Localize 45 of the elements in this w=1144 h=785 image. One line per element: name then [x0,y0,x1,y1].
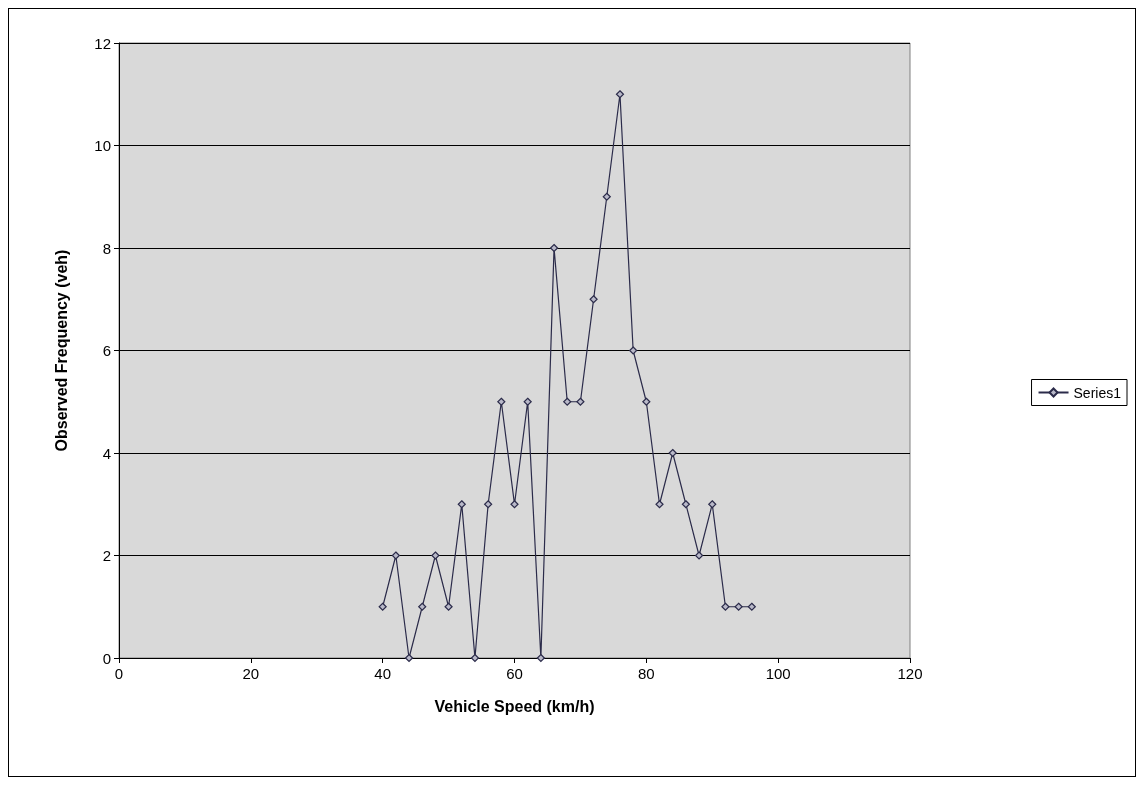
point [523,397,532,406]
point [484,500,493,509]
legend-label: Series1 [1073,384,1122,401]
point [563,397,572,406]
point [510,500,519,509]
y-tick-label: 12 [94,34,111,52]
x-tick-label: 60 [506,665,523,682]
y-tick-label: 2 [102,547,111,564]
point [629,346,638,355]
point [734,602,743,611]
x-tick-label: 40 [374,665,392,682]
point [681,500,690,509]
point [655,500,664,509]
point [615,90,625,99]
point [602,192,611,201]
point [642,397,651,406]
point [576,397,585,406]
point [404,653,414,663]
x-tick-label: 120 [897,665,923,682]
x-tick-label: 100 [765,665,791,682]
x-tick-label: 20 [242,665,260,682]
y-tick-label: 8 [102,239,111,257]
x-tick-label: 80 [637,665,655,682]
point [457,500,466,509]
x-tick-label: 0 [114,665,124,682]
point [431,551,440,560]
point [668,448,677,458]
point [418,602,427,611]
point [549,243,559,253]
y-tick-label: 0 [102,649,111,667]
point [536,653,545,663]
point [721,602,730,611]
point [589,295,598,304]
y-tick-label: 4 [102,444,111,462]
point [747,602,756,611]
point [708,500,717,509]
point [391,551,400,560]
y-tick-label: 6 [102,342,111,359]
point [378,602,387,611]
y-axis-title: Observed Frequency (veh) [52,249,70,452]
point [497,397,506,406]
point [470,653,480,663]
point [444,602,453,611]
y-tick-label: 10 [94,137,111,154]
x-axis-title: Vehicle Speed (km/h) [434,697,595,715]
